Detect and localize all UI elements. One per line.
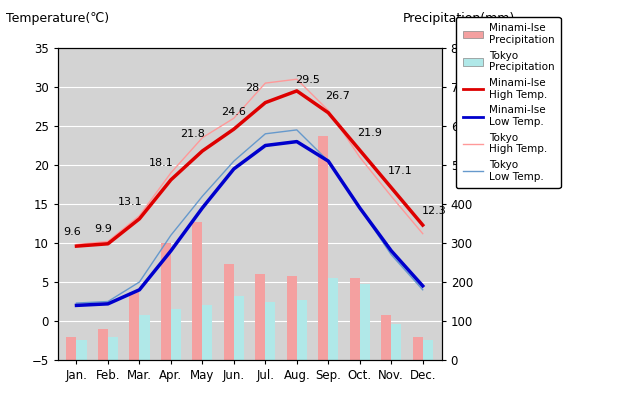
Bar <box>391 324 401 360</box>
Text: 26.7: 26.7 <box>325 91 350 101</box>
Bar <box>360 284 370 360</box>
Bar <box>202 306 212 360</box>
Text: Temperature(℃): Temperature(℃) <box>6 12 109 25</box>
Bar <box>234 296 244 360</box>
Bar <box>413 336 422 360</box>
Text: 9.6: 9.6 <box>63 227 81 237</box>
Bar <box>255 274 266 360</box>
Bar <box>129 292 140 360</box>
Bar <box>224 264 234 360</box>
Text: 9.9: 9.9 <box>94 224 112 234</box>
Bar <box>77 340 86 360</box>
Bar <box>328 278 339 360</box>
Bar <box>140 315 150 360</box>
Bar <box>287 276 297 360</box>
Bar <box>192 222 202 360</box>
Legend: Minami-Ise
Precipitation, Tokyo
Precipitation, Minami-Ise
High Temp., Minami-Ise: Minami-Ise Precipitation, Tokyo Precipit… <box>456 17 561 188</box>
Text: 21.8: 21.8 <box>180 129 205 139</box>
Bar <box>171 309 181 360</box>
Bar <box>161 243 171 360</box>
Text: 24.6: 24.6 <box>221 108 246 118</box>
Text: 29.5: 29.5 <box>296 75 320 85</box>
Bar <box>98 329 108 360</box>
Text: 13.1: 13.1 <box>118 197 142 207</box>
Text: 18.1: 18.1 <box>149 158 174 168</box>
Bar <box>349 278 360 360</box>
Text: Precipitation(mm): Precipitation(mm) <box>403 12 515 25</box>
Text: 12.3: 12.3 <box>421 206 446 216</box>
Bar <box>266 302 275 360</box>
Bar <box>381 315 391 360</box>
Text: 17.1: 17.1 <box>388 166 413 176</box>
Bar <box>422 340 433 360</box>
Bar <box>318 136 328 360</box>
Bar <box>108 336 118 360</box>
Bar <box>297 300 307 360</box>
Text: 21.9: 21.9 <box>356 128 381 138</box>
Text: 28: 28 <box>246 83 260 93</box>
Bar <box>67 336 77 360</box>
